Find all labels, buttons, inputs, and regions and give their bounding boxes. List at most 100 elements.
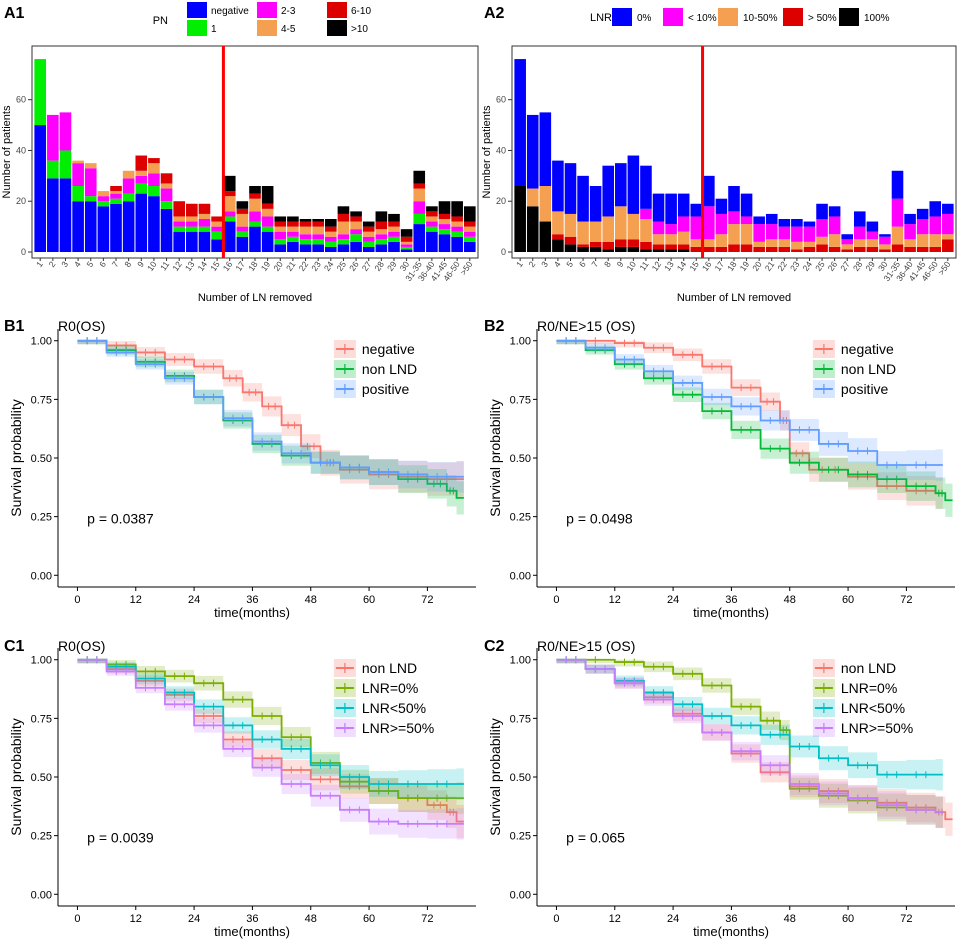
y-tick-label-A2: 40 xyxy=(496,145,506,155)
bar-segment-A1 xyxy=(186,231,198,252)
bar-segment-A2 xyxy=(640,208,652,219)
km-chart-C1: R0(OS) 0.00 0.25 0.50 0.75 1.00 0 12 24 36 48 60 72 t… xyxy=(8,638,476,939)
bar-segment-A1 xyxy=(375,234,388,240)
bar-segment-A2 xyxy=(916,246,929,252)
bar-segment-A2 xyxy=(677,216,690,232)
bar-segment-A2 xyxy=(841,239,853,245)
y-axis-label-A2: Number of patients xyxy=(481,105,493,198)
confidence-band-B2 xyxy=(556,340,953,517)
bar-segment-A1 xyxy=(148,158,160,164)
x-tick-label-A1: 2 xyxy=(47,259,58,269)
x-tick-label-A1: 1 xyxy=(34,259,45,269)
bar-segment-A1 xyxy=(438,201,451,214)
bar-segment-A1 xyxy=(362,236,375,242)
bar-segment-A2 xyxy=(728,224,740,245)
confidence-band-C2 xyxy=(556,659,953,836)
bar-segment-A1 xyxy=(173,226,186,232)
bar-segment-A1 xyxy=(350,241,362,252)
bar-segment-A1 xyxy=(375,244,388,252)
bar-segment-A2 xyxy=(539,112,552,186)
bar-segment-A1 xyxy=(362,221,375,227)
survival-curve-B2 xyxy=(556,339,943,466)
y-tick-label-C1: 0.75 xyxy=(31,713,52,725)
bar-segment-A2 xyxy=(652,244,665,250)
y-tick-label-A2: 60 xyxy=(496,95,506,105)
x-tick-label-C2: 24 xyxy=(667,913,679,925)
bar-segment-A1 xyxy=(312,219,324,222)
chart-title-C1: R0(OS) xyxy=(58,638,105,654)
bar-segment-A1 xyxy=(438,234,451,252)
x-tick-label-A1: 16 xyxy=(221,259,235,273)
bar-segment-A2 xyxy=(728,244,740,252)
bar-segment-A1 xyxy=(413,213,426,225)
x-tick-label-A2: 6 xyxy=(577,259,588,269)
bar-segment-A1 xyxy=(362,241,375,247)
bar-segment-A1 xyxy=(122,193,135,202)
bar-segment-A1 xyxy=(135,183,148,194)
bar-segment-A1 xyxy=(72,163,84,186)
bar-segment-A2 xyxy=(677,244,690,250)
legend-label-A1: 6-10 xyxy=(351,6,371,17)
bar-segment-A1 xyxy=(173,231,186,252)
legend-swatch-A2 xyxy=(839,8,859,26)
bar-segment-A1 xyxy=(148,163,160,174)
x-tick-label-C1: 24 xyxy=(188,913,200,925)
bar-segment-A2 xyxy=(929,234,942,247)
bar-segment-A1 xyxy=(438,219,451,225)
legend-label-C2: LNR=0% xyxy=(841,680,897,696)
bar-segment-A2 xyxy=(866,231,879,240)
bar-segment-A2 xyxy=(577,175,589,222)
bar-segment-A2 xyxy=(552,234,564,240)
y-axis-label-B1: Survival probability xyxy=(8,399,24,517)
bar-segment-A1 xyxy=(122,170,135,179)
x-tick-label-A1: 8 xyxy=(122,259,133,269)
bar-segment-A1 xyxy=(451,216,463,222)
bar-segment-A1 xyxy=(173,216,186,222)
bar-segment-A2 xyxy=(916,219,929,235)
bar-segment-A2 xyxy=(615,163,627,207)
bar-segment-A1 xyxy=(451,226,463,232)
bar-segment-A1 xyxy=(59,112,72,151)
bar-segment-A1 xyxy=(299,244,312,252)
bar-segment-A1 xyxy=(337,213,350,222)
bar-segment-A1 xyxy=(337,206,350,214)
x-tick-label-A2: 24 xyxy=(800,259,814,273)
bar-segment-A1 xyxy=(249,198,261,212)
legend-label-A1: 1 xyxy=(211,24,217,35)
bar-segment-A1 xyxy=(249,221,261,227)
x-tick-label-A2: 9 xyxy=(615,259,626,269)
bar-segment-A2 xyxy=(564,236,577,245)
confidence-band-B2 xyxy=(556,340,943,481)
bar-segment-A1 xyxy=(110,191,122,194)
bar-segment-A1 xyxy=(413,201,426,214)
bar-segment-A1 xyxy=(223,211,236,217)
legend-label-C2: LNR<50% xyxy=(841,700,905,716)
legend-C1: non LND LNR=0% LNR<50% LNR>=50% xyxy=(333,659,434,737)
x-tick-label-A2: 16 xyxy=(700,259,714,273)
bar-segment-A1 xyxy=(388,241,400,252)
x-axis-label-B1: time(months) xyxy=(214,605,290,620)
bar-segment-A1 xyxy=(299,219,312,222)
bar-segment-A1 xyxy=(463,231,476,237)
bar-segment-A1 xyxy=(211,216,223,222)
bar-segment-A1 xyxy=(337,244,350,252)
legend-swatch-A2 xyxy=(612,8,632,26)
legend-swatch-A2 xyxy=(718,8,738,26)
y-tick-label-B1: 0.25 xyxy=(31,512,52,524)
bar-segment-A1 xyxy=(198,226,211,232)
y-tick-label-C2: 0.00 xyxy=(510,889,531,901)
bar-segment-A1 xyxy=(223,191,236,197)
bar-segment-A2 xyxy=(715,198,728,214)
bar-segment-A2 xyxy=(841,249,853,252)
x-tick-label-A2: 20 xyxy=(750,259,764,273)
bar-segment-A2 xyxy=(665,193,677,225)
bar-segment-A1 xyxy=(388,231,400,237)
y-tick-label-B1: 1.00 xyxy=(31,336,52,348)
x-tick-label-A2: 2 xyxy=(526,259,537,269)
bar-segment-A1 xyxy=(350,221,362,230)
survival-curve-C1 xyxy=(77,658,464,823)
x-tick-label-A1: 19 xyxy=(259,259,273,273)
legend-label-B2: non LND xyxy=(841,361,896,377)
bar-segment-A1 xyxy=(362,226,375,232)
